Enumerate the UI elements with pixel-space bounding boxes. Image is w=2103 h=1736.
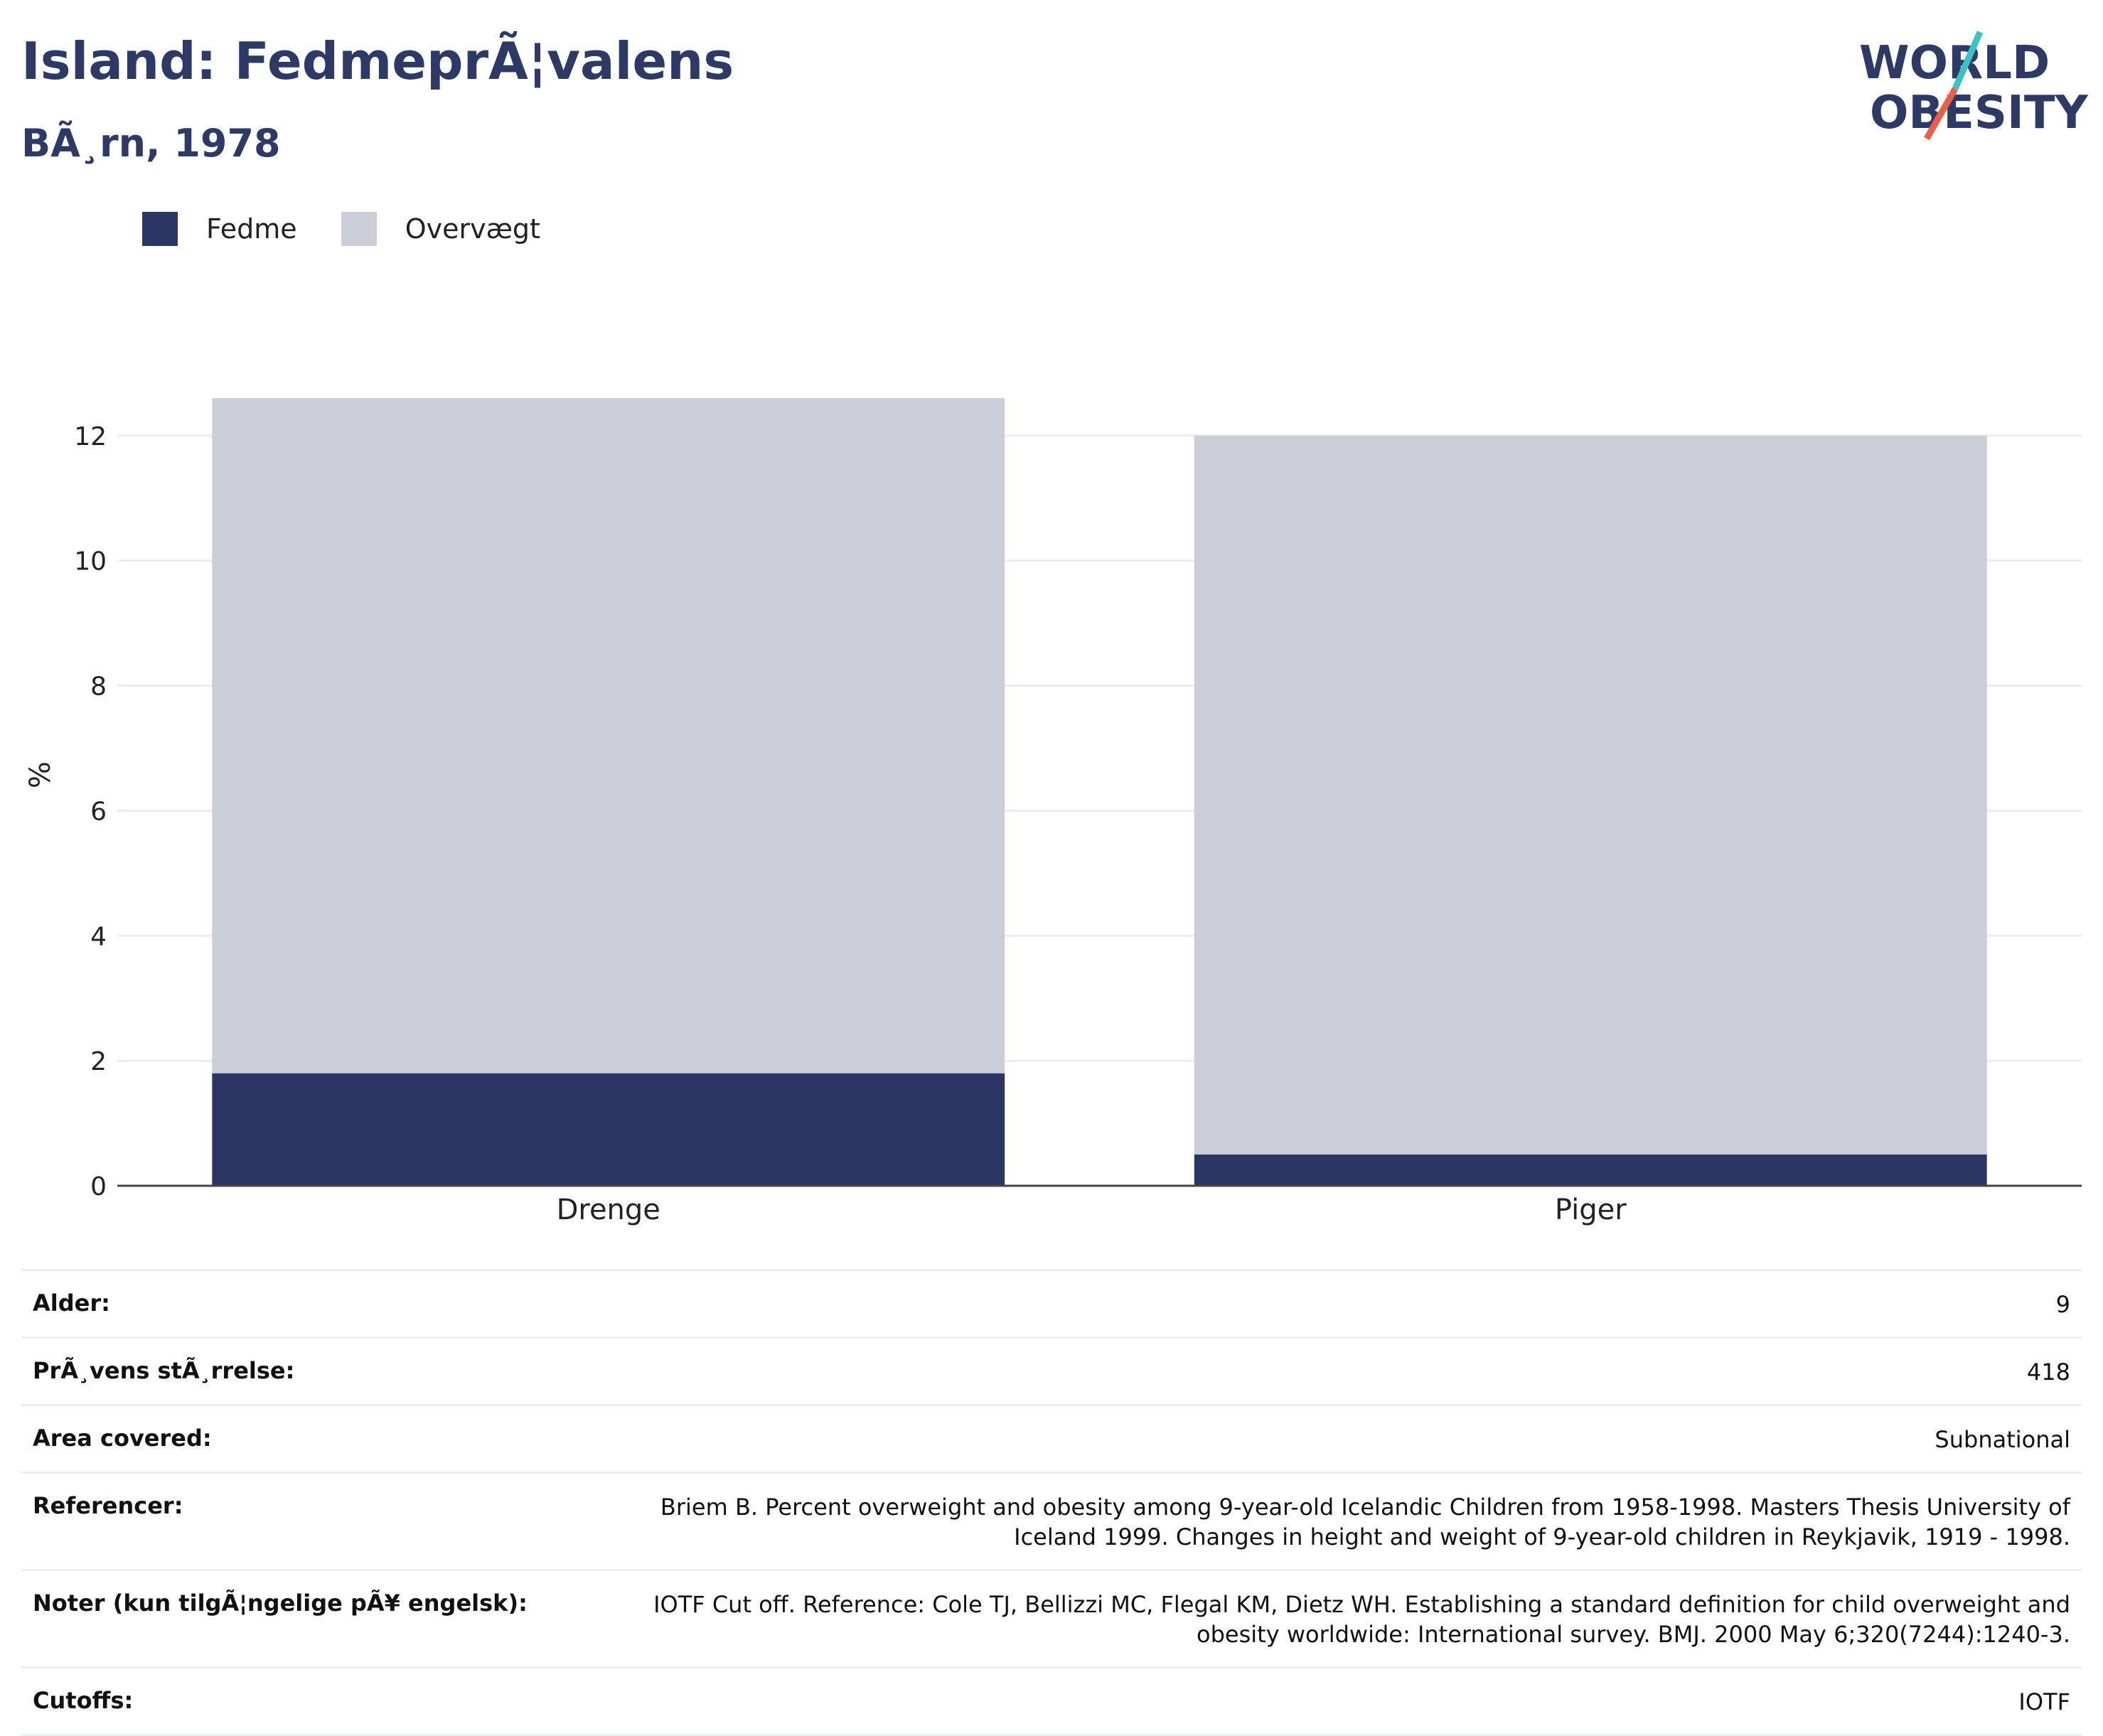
info-key: PrÃ¸vens stÃ¸rrelse: (33, 1357, 295, 1384)
chart-subtitle: BÃ¸rn, 1978 (21, 121, 281, 166)
y-tick-label: 2 (90, 1047, 107, 1076)
chart-legend: Fedme Overvægt (142, 212, 584, 246)
info-value: IOTF (2018, 1688, 2070, 1715)
chart-title: Island: FedmeprÃ¦valens (21, 31, 734, 91)
bars (212, 398, 1987, 1186)
info-value: 9 (2055, 1291, 2070, 1318)
y-tick-label: 12 (74, 422, 107, 451)
info-key: Referencer: (33, 1492, 183, 1519)
legend-item-fedme[interactable]: Fedme (142, 212, 297, 246)
info-row-age: Alder: 9 (21, 1271, 2082, 1339)
info-row-cutoffs: Cutoffs: IOTF (21, 1668, 2082, 1736)
info-value: Subnational (1935, 1426, 2070, 1453)
info-value: IOTF Cut off. Reference: Cole TJ, Belliz… (653, 1591, 2070, 1648)
y-tick-label: 10 (74, 547, 107, 577)
info-key: Cutoffs: (33, 1687, 134, 1714)
bar-fedme-piger[interactable] (1194, 1154, 1987, 1186)
logo-line1: WORLD (1859, 37, 2050, 90)
world-obesity-logo: WORLD OBESITY (1859, 31, 2088, 141)
bar-overvgt-piger[interactable] (1194, 435, 1987, 1155)
y-axis-label: % (24, 761, 57, 788)
legend-item-overvaegt[interactable]: Overvægt (341, 212, 540, 246)
info-row-sample-size: PrÃ¸vens stÃ¸rrelse: 418 (21, 1339, 2082, 1406)
legend-label-fedme: Fedme (206, 213, 297, 245)
x-category-label: Piger (1555, 1194, 1627, 1226)
info-value: 418 (2026, 1359, 2070, 1386)
info-row-references: Referencer: Briem B. Percent overweight … (21, 1474, 2082, 1571)
legend-swatch-fedme (142, 212, 178, 246)
info-table: Alder: 9 PrÃ¸vens stÃ¸rrelse: 418 Area c… (21, 1269, 2082, 1736)
info-value: Briem B. Percent overweight and obesity … (660, 1494, 2070, 1550)
bar-fedme-drenge[interactable] (212, 1073, 1005, 1186)
y-tick-label: 0 (90, 1172, 107, 1201)
info-key: Alder: (33, 1290, 110, 1317)
info-key: Noter (kun tilgÃ¦ngelige pÃ¥ engelsk): (33, 1590, 528, 1617)
bar-chart: 0 2 4 6 8 10 12 Drenge Piger% (24, 398, 2082, 1226)
bar-overvgt-drenge[interactable] (212, 398, 1005, 1073)
info-key: Area covered: (33, 1425, 212, 1452)
y-tick-label: 4 (90, 922, 107, 951)
axes: 0 2 4 6 8 10 12 Drenge Piger% (24, 422, 2082, 1226)
y-tick-label: 8 (90, 673, 107, 702)
legend-label-overvaegt: Overvægt (405, 213, 540, 245)
legend-swatch-overvaegt (341, 212, 377, 246)
info-row-area: Area covered: Subnational (21, 1406, 2082, 1474)
logo-line2: OBESITY (1870, 87, 2088, 139)
y-tick-label: 6 (90, 797, 107, 826)
info-row-notes: Noter (kun tilgÃ¦ngelige pÃ¥ engelsk): I… (21, 1571, 2082, 1668)
x-category-label: Drenge (557, 1194, 660, 1226)
